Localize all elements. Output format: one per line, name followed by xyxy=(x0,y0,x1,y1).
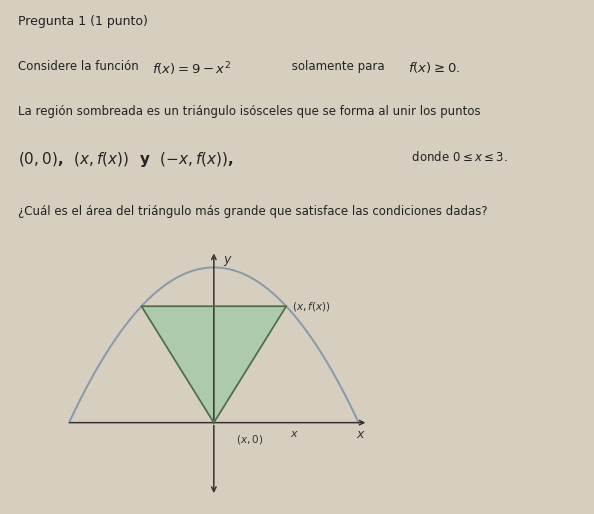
Text: $f(x) \geq 0$.: $f(x) \geq 0$. xyxy=(408,60,460,75)
Polygon shape xyxy=(141,306,286,423)
Text: $(x, 0)$: $(x, 0)$ xyxy=(236,433,264,446)
Text: $x$: $x$ xyxy=(290,429,299,438)
Text: solamente para: solamente para xyxy=(289,60,389,73)
Text: Considere la función: Considere la función xyxy=(18,60,142,73)
Text: Pregunta 1 (1 punto): Pregunta 1 (1 punto) xyxy=(18,15,147,28)
Text: $(0, 0)$,  $(x, f(x))$  y  $(-x, f(x))$,: $(0, 0)$, $(x, f(x))$ y $(-x, f(x))$, xyxy=(18,151,233,170)
Text: $x$: $x$ xyxy=(356,428,366,441)
Text: donde $0 \leq x \leq 3$.: donde $0 \leq x \leq 3$. xyxy=(408,151,508,164)
Text: ¿Cuál es el área del triángulo más grande que satisface las condiciones dadas?: ¿Cuál es el área del triángulo más grand… xyxy=(18,205,487,218)
Text: $f(x) = 9 - x^2$: $f(x) = 9 - x^2$ xyxy=(151,60,230,78)
Text: La región sombreada es un triángulo isósceles que se forma al unir los puntos: La región sombreada es un triángulo isós… xyxy=(18,105,480,118)
Text: $y$: $y$ xyxy=(223,254,232,268)
Text: $(x, f(x))$: $(x, f(x))$ xyxy=(292,300,330,313)
